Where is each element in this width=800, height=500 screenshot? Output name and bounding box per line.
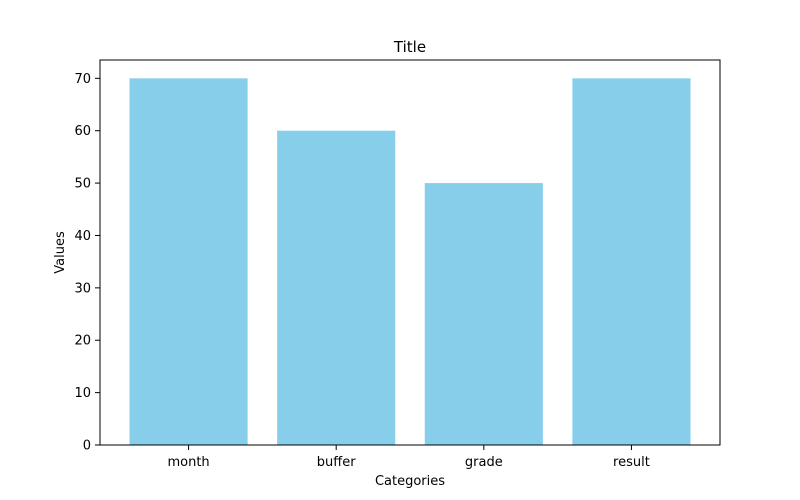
x-tick-label: buffer [317, 455, 356, 470]
bar-buffer [277, 130, 396, 445]
x-tick-label: grade [465, 455, 503, 470]
y-tick-label: 60 [74, 124, 91, 139]
x-tick-label: result [613, 455, 650, 470]
bars-group [129, 78, 691, 445]
y-tick-label: 20 [74, 334, 91, 349]
y-tick-label: 0 [83, 439, 91, 454]
y-axis-ticks: 0 10 20 30 40 50 60 70 [74, 72, 100, 454]
y-tick-label: 40 [74, 229, 91, 244]
plot-frame [99, 59, 721, 446]
x-axis-ticks: month buffer grade result [167, 445, 650, 470]
y-tick-label: 30 [74, 281, 91, 296]
y-tick-label: 10 [74, 386, 91, 401]
chart-title: Title [393, 38, 426, 56]
bar-month [129, 78, 248, 445]
bar-result [572, 78, 691, 445]
x-axis-label: Categories [375, 474, 445, 489]
y-tick-label: 50 [74, 177, 91, 192]
x-tick-label: month [167, 455, 209, 470]
bar-grade [424, 183, 543, 445]
y-axis-label: Values [53, 231, 68, 274]
y-tick-label: 70 [74, 72, 91, 87]
